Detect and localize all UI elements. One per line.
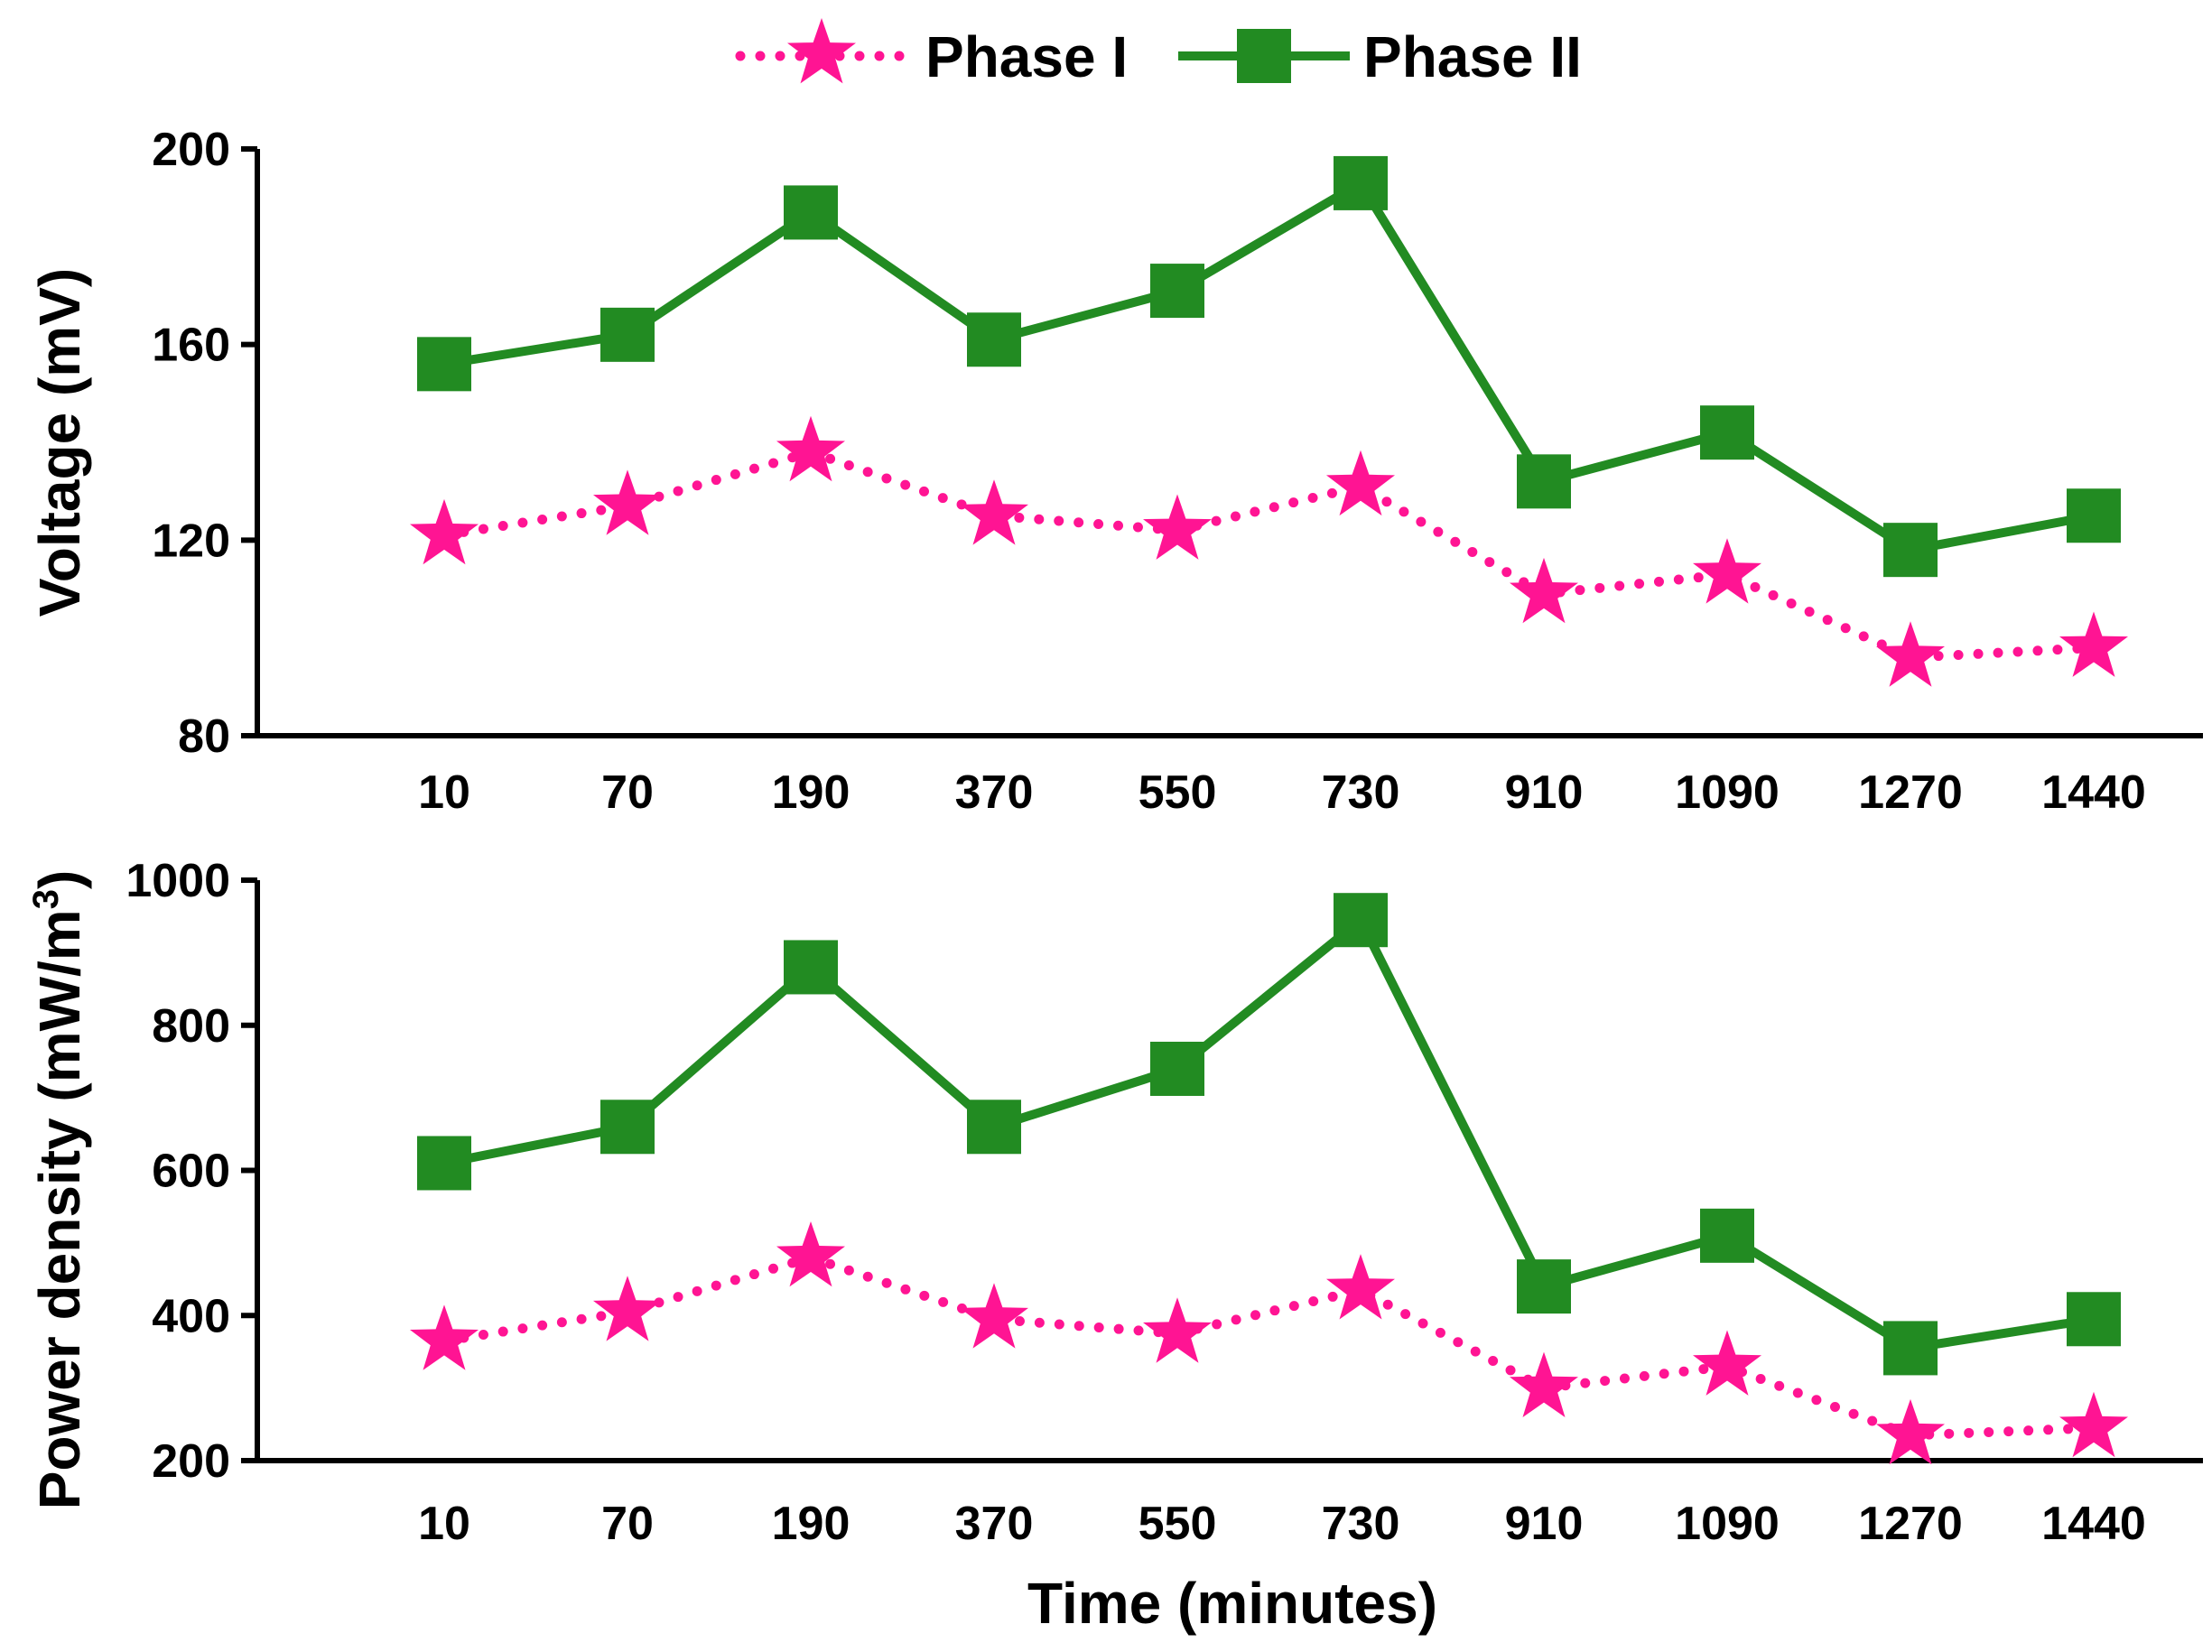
voltage-phase1-point	[960, 479, 1028, 545]
voltage-phase2-point	[1700, 405, 1754, 460]
power-density-x-tick-label: 70	[601, 1498, 654, 1550]
voltage-phase1-line	[439, 447, 2099, 663]
legend-phase2-square-icon	[1237, 29, 1291, 83]
power-density-phase1-point	[410, 1304, 479, 1370]
voltage-phase2-point	[1334, 155, 1388, 210]
legend-phase2-marker	[1178, 29, 1350, 83]
power-density-phase2-line	[443, 915, 2095, 1353]
voltage-y-axis-title: Voltage (mV)	[27, 268, 92, 617]
voltage-x-tick-label: 1090	[1675, 766, 1780, 819]
power-density-phase1-point	[1876, 1398, 1945, 1465]
power-density-y-tick-label: 200	[152, 1435, 230, 1488]
power-density-phase2-point	[1150, 1041, 1204, 1096]
voltage-phase2-point	[967, 312, 1021, 367]
power-density-phase2-point	[1700, 1208, 1754, 1263]
power-density-y-axis-title-main: Power density (mW/m	[27, 909, 92, 1509]
voltage-y-tick-label: 80	[178, 710, 230, 763]
power-density-phase1-point	[960, 1283, 1028, 1349]
voltage-phase2-point	[1883, 523, 1938, 578]
power-density-x-tick-label: 370	[955, 1498, 1034, 1550]
voltage-x-tick-label: 370	[955, 766, 1034, 819]
voltage-phase1-point	[593, 469, 662, 535]
power-density-y-axis-title-close: )	[27, 870, 92, 889]
power-density-x-tick-label: 910	[1505, 1498, 1584, 1550]
power-density-phase2-point	[1334, 893, 1388, 948]
voltage-phase2-point	[784, 185, 838, 240]
power-density-phase2-point	[1517, 1259, 1571, 1314]
voltage-phase2-point	[600, 307, 655, 362]
power-density-phase2-point	[784, 940, 838, 995]
power-density-phase1-point	[1693, 1330, 1761, 1396]
voltage-x-tick-label: 550	[1139, 766, 1217, 819]
voltage-x-tick-label: 730	[1322, 766, 1400, 819]
voltage-phase1-point	[1510, 557, 1578, 624]
voltage-phase1-point	[410, 498, 479, 565]
power-density-y-tick-label: 800	[152, 1000, 230, 1053]
legend-phase1-star-icon	[787, 18, 856, 84]
power-density-y-axis-title-sup: 3	[26, 889, 66, 909]
power-density-x-tick-label: 1440	[2041, 1498, 2146, 1550]
power-density-y-tick-label: 1000	[125, 855, 230, 907]
voltage-phase2-point	[1150, 264, 1204, 319]
voltage-phase1-point	[1693, 538, 1761, 604]
x-axis-title: Time (minutes)	[1027, 1571, 1437, 1636]
power-density-phase1-point	[2059, 1391, 2128, 1458]
power-density-phase1-point	[1510, 1351, 1578, 1417]
power-density-x-tick-label: 550	[1139, 1498, 1217, 1550]
voltage-x-tick-label: 70	[601, 766, 654, 819]
power-density-x-tick-label: 1270	[1858, 1498, 1963, 1550]
legend-phase2-label: Phase II	[1363, 24, 1582, 89]
voltage-y-tick-label: 160	[152, 320, 230, 372]
power-density-y-axis-title: Power density (mW/m3)	[26, 870, 92, 1510]
voltage-y-tick-label: 120	[152, 515, 230, 567]
voltage-y-tick-label: 200	[152, 124, 230, 176]
voltage-phase1-point	[776, 415, 845, 482]
power-density-x-tick-label: 10	[418, 1498, 470, 1550]
voltage-chart: Voltage (mV) 80 120 160 200 10 70 190 370 550 730…	[27, 124, 2203, 819]
voltage-phase2-point	[417, 337, 471, 392]
voltage-phase2-line	[443, 178, 2095, 555]
voltage-phase1-point	[2059, 611, 2128, 677]
power-density-phase2-point	[2067, 1292, 2121, 1347]
legend: Phase I Phase II	[735, 18, 1582, 89]
power-density-phase1-line	[439, 1252, 2099, 1441]
voltage-x-tick-label: 10	[418, 766, 470, 819]
power-density-x-tick-label: 190	[772, 1498, 850, 1550]
voltage-x-tick-label: 190	[772, 766, 850, 819]
power-density-phase2-point	[1883, 1321, 1938, 1376]
voltage-phase1-point	[1326, 450, 1395, 516]
power-density-x-tick-label: 1090	[1675, 1498, 1780, 1550]
voltage-phase2-point	[1517, 454, 1571, 509]
power-density-phase2-point	[967, 1100, 1021, 1155]
power-density-phase1-point	[776, 1221, 845, 1287]
voltage-phase1-point	[1876, 621, 1945, 687]
power-density-phase2-point	[600, 1100, 655, 1155]
legend-phase1-marker	[735, 18, 908, 84]
power-density-phase1-point	[1326, 1254, 1395, 1320]
voltage-x-tick-label: 1440	[2041, 766, 2146, 819]
power-density-x-tick-label: 730	[1322, 1498, 1400, 1550]
voltage-phase1-point	[1143, 494, 1212, 560]
voltage-phase2-point	[2067, 488, 2121, 543]
power-density-phase1-point	[1143, 1297, 1212, 1363]
power-density-phase2-point	[417, 1136, 471, 1191]
power-density-phase1-point	[593, 1276, 662, 1341]
voltage-x-tick-label: 1270	[1858, 766, 1963, 819]
power-density-y-tick-label: 600	[152, 1146, 230, 1198]
voltage-x-tick-label: 910	[1505, 766, 1584, 819]
power-density-chart: Power density (mW/m3) 200 400 600 800 1000 10…	[26, 855, 2203, 1550]
legend-phase1-label: Phase I	[925, 24, 1128, 89]
power-density-y-tick-label: 400	[152, 1290, 230, 1342]
